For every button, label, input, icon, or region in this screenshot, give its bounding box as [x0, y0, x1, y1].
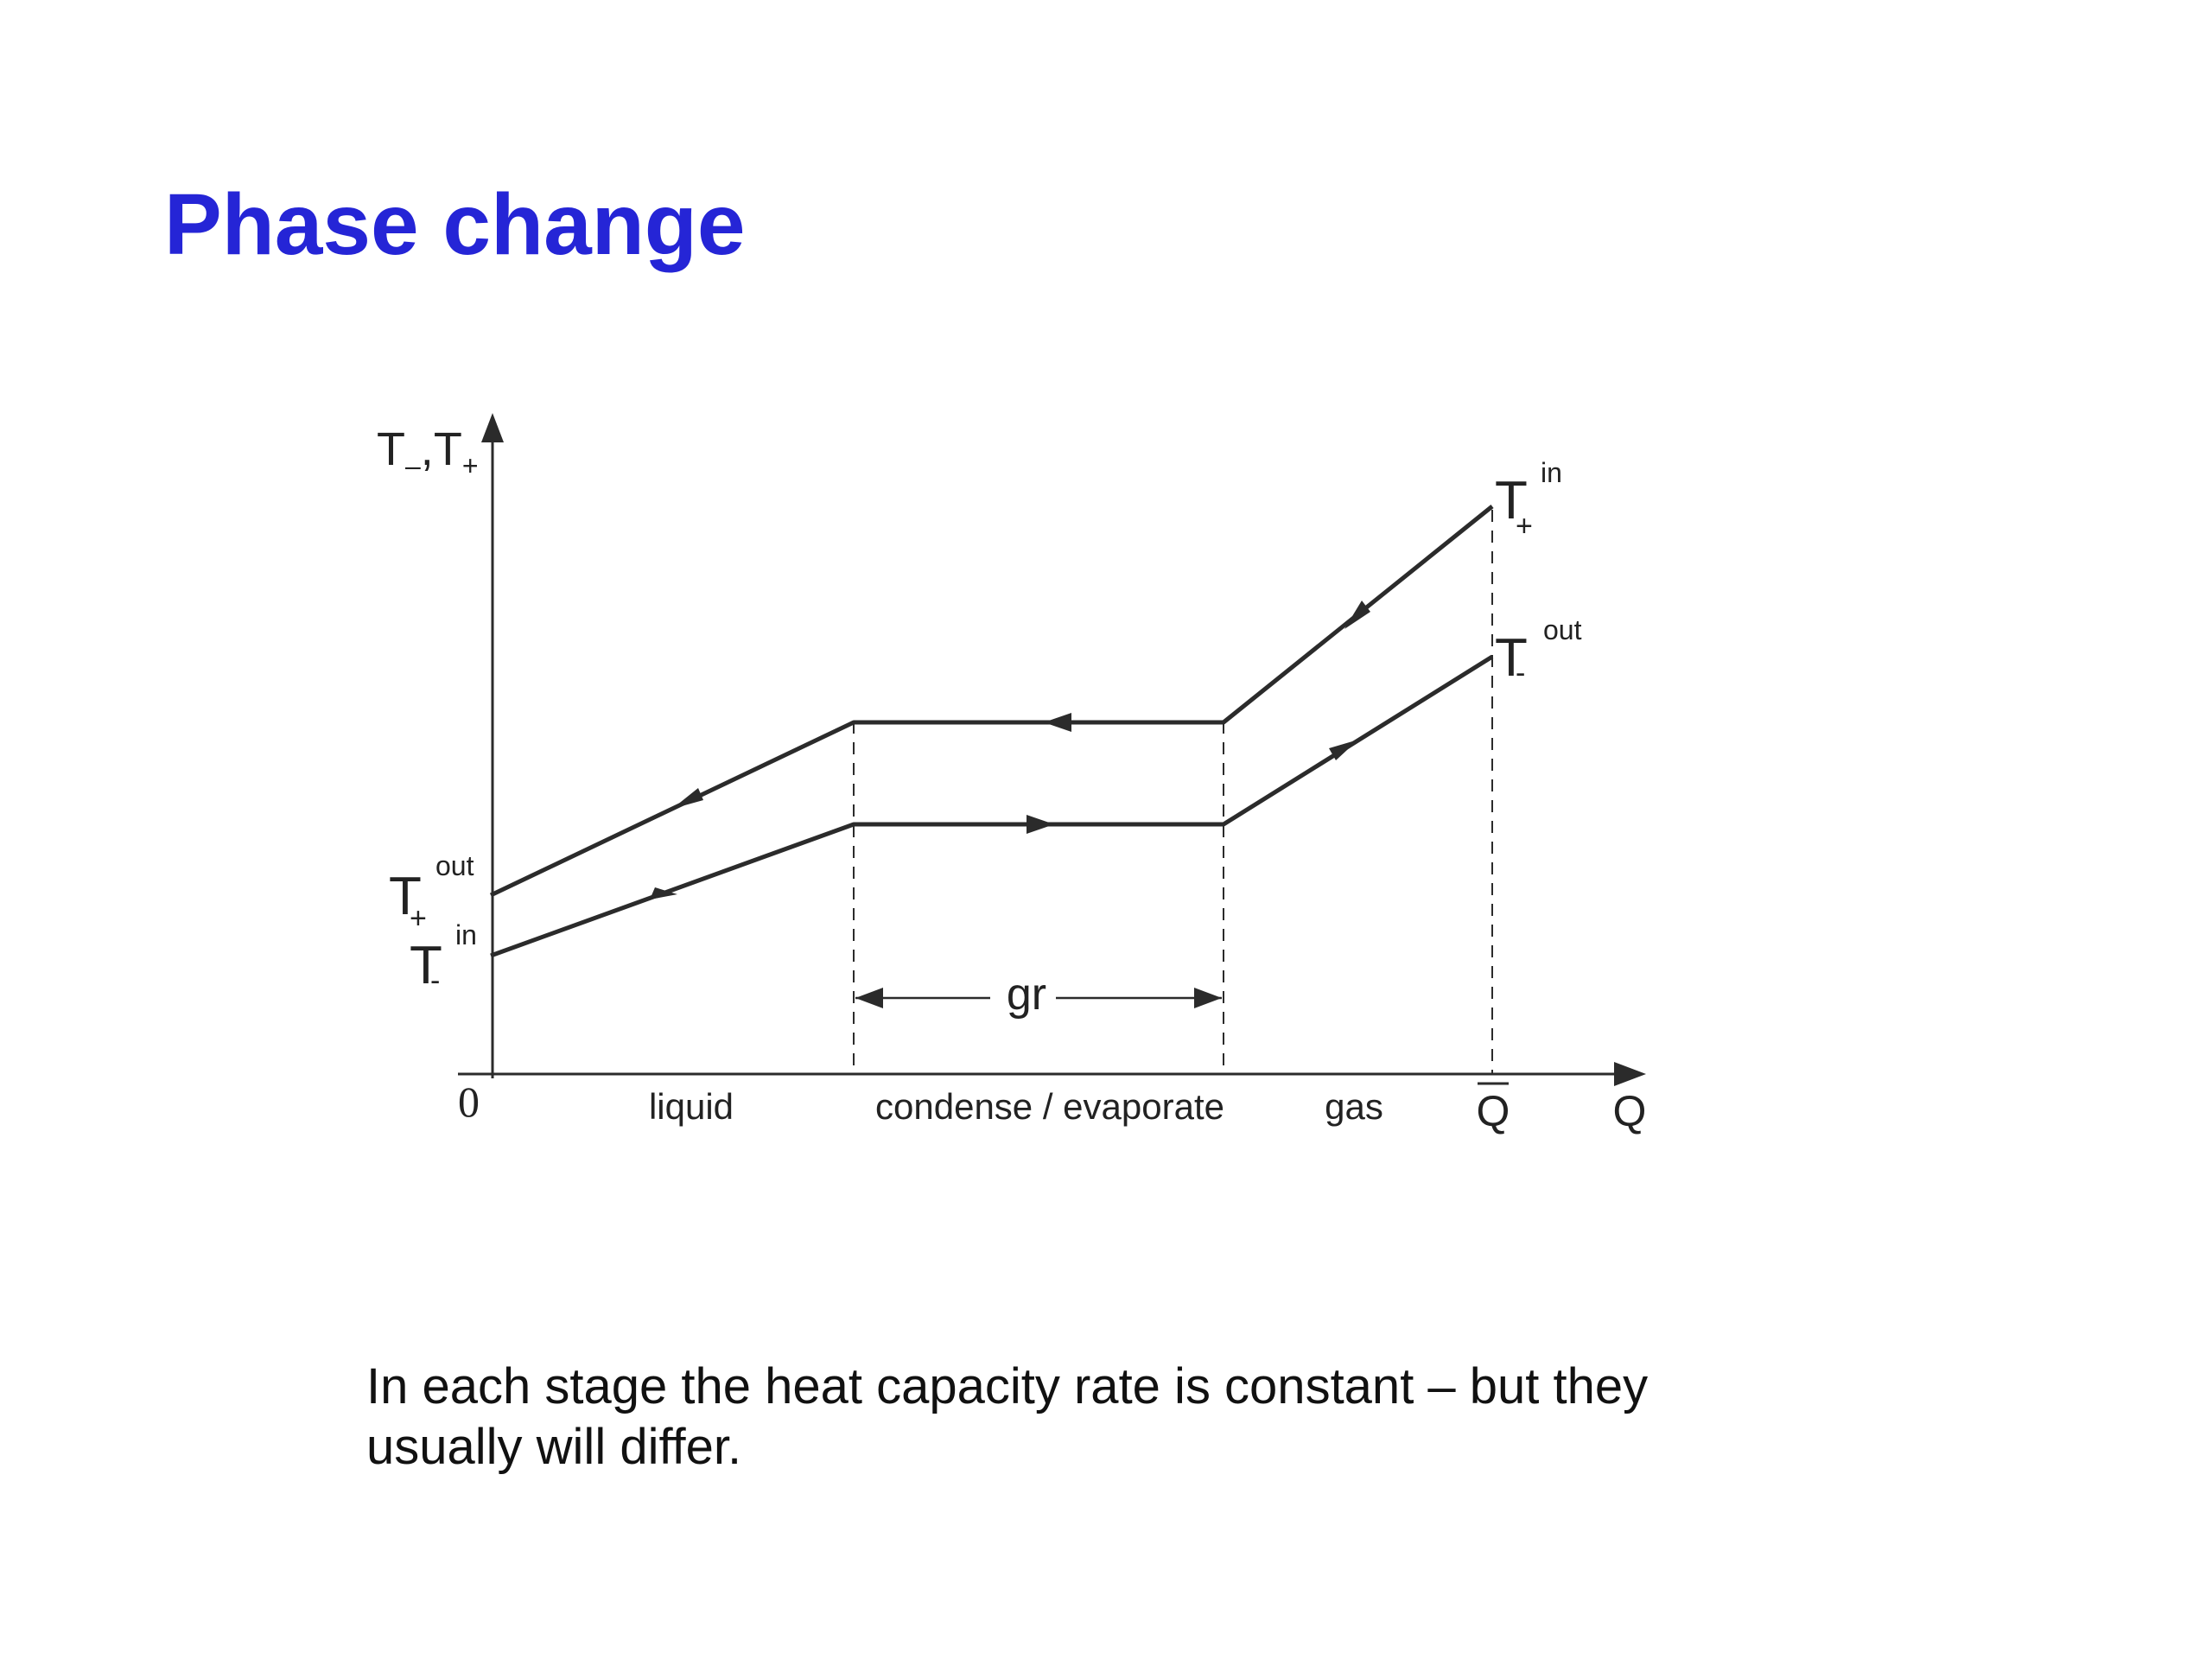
- label-t-plus-out: T + out: [389, 850, 474, 935]
- svg-text:out: out: [1543, 614, 1582, 645]
- page-title: Phase change: [164, 176, 746, 273]
- svg-text:in: in: [455, 919, 477, 950]
- svg-text:T: T: [410, 936, 442, 995]
- label-t-minus-in: T - in: [410, 919, 477, 997]
- cold-stream-arrow-liquid: [650, 887, 677, 899]
- gap-arrowhead-right: [1194, 988, 1222, 1008]
- cold-stream-line: [490, 654, 1494, 958]
- svg-text:T: T: [1495, 471, 1528, 531]
- region-label-gas: gas: [1325, 1086, 1383, 1127]
- gap-label: gr: [1007, 969, 1046, 1020]
- svg-text:in: in: [1541, 457, 1562, 488]
- hot-stream-arrow-liquid: [672, 788, 703, 809]
- cold-stream-arrow-evaporate: [1027, 815, 1054, 834]
- region-label-condense-evaporate: condense / evaporate: [875, 1086, 1224, 1127]
- label-t-minus-out: T - out: [1495, 614, 1582, 690]
- svg-text:+: +: [410, 902, 427, 935]
- origin-label: 0: [458, 1077, 480, 1126]
- caption-text: In each stage the heat capacity rate is …: [366, 1357, 1749, 1478]
- svg-text:T: T: [389, 867, 422, 926]
- x-axis-arrowhead: [1614, 1062, 1646, 1086]
- qbar-label: Q: [1477, 1087, 1510, 1135]
- hot-stream-line: [489, 505, 1494, 898]
- y-axis-label: T–,T+: [377, 423, 479, 481]
- caption-line-2: usually will differ.: [366, 1419, 742, 1475]
- caption-line-1: In each stage the heat capacity rate is …: [366, 1358, 1649, 1414]
- y-axis-arrowhead: [481, 413, 504, 442]
- svg-text:-: -: [430, 964, 440, 997]
- svg-text:+: +: [1516, 510, 1533, 543]
- svg-text:-: -: [1516, 657, 1525, 690]
- hot-stream-arrow-condense: [1044, 713, 1071, 732]
- gap-arrowhead-left: [855, 988, 883, 1008]
- region-label-liquid: liquid: [649, 1086, 734, 1127]
- svg-text:T: T: [1495, 628, 1528, 688]
- label-t-plus-in: T + in: [1495, 457, 1562, 543]
- svg-text:out: out: [435, 850, 474, 881]
- x-axis-label: Q: [1613, 1087, 1647, 1135]
- hot-stream-arrow-gas: [1344, 601, 1370, 629]
- cold-stream-arrow-gas: [1329, 740, 1358, 760]
